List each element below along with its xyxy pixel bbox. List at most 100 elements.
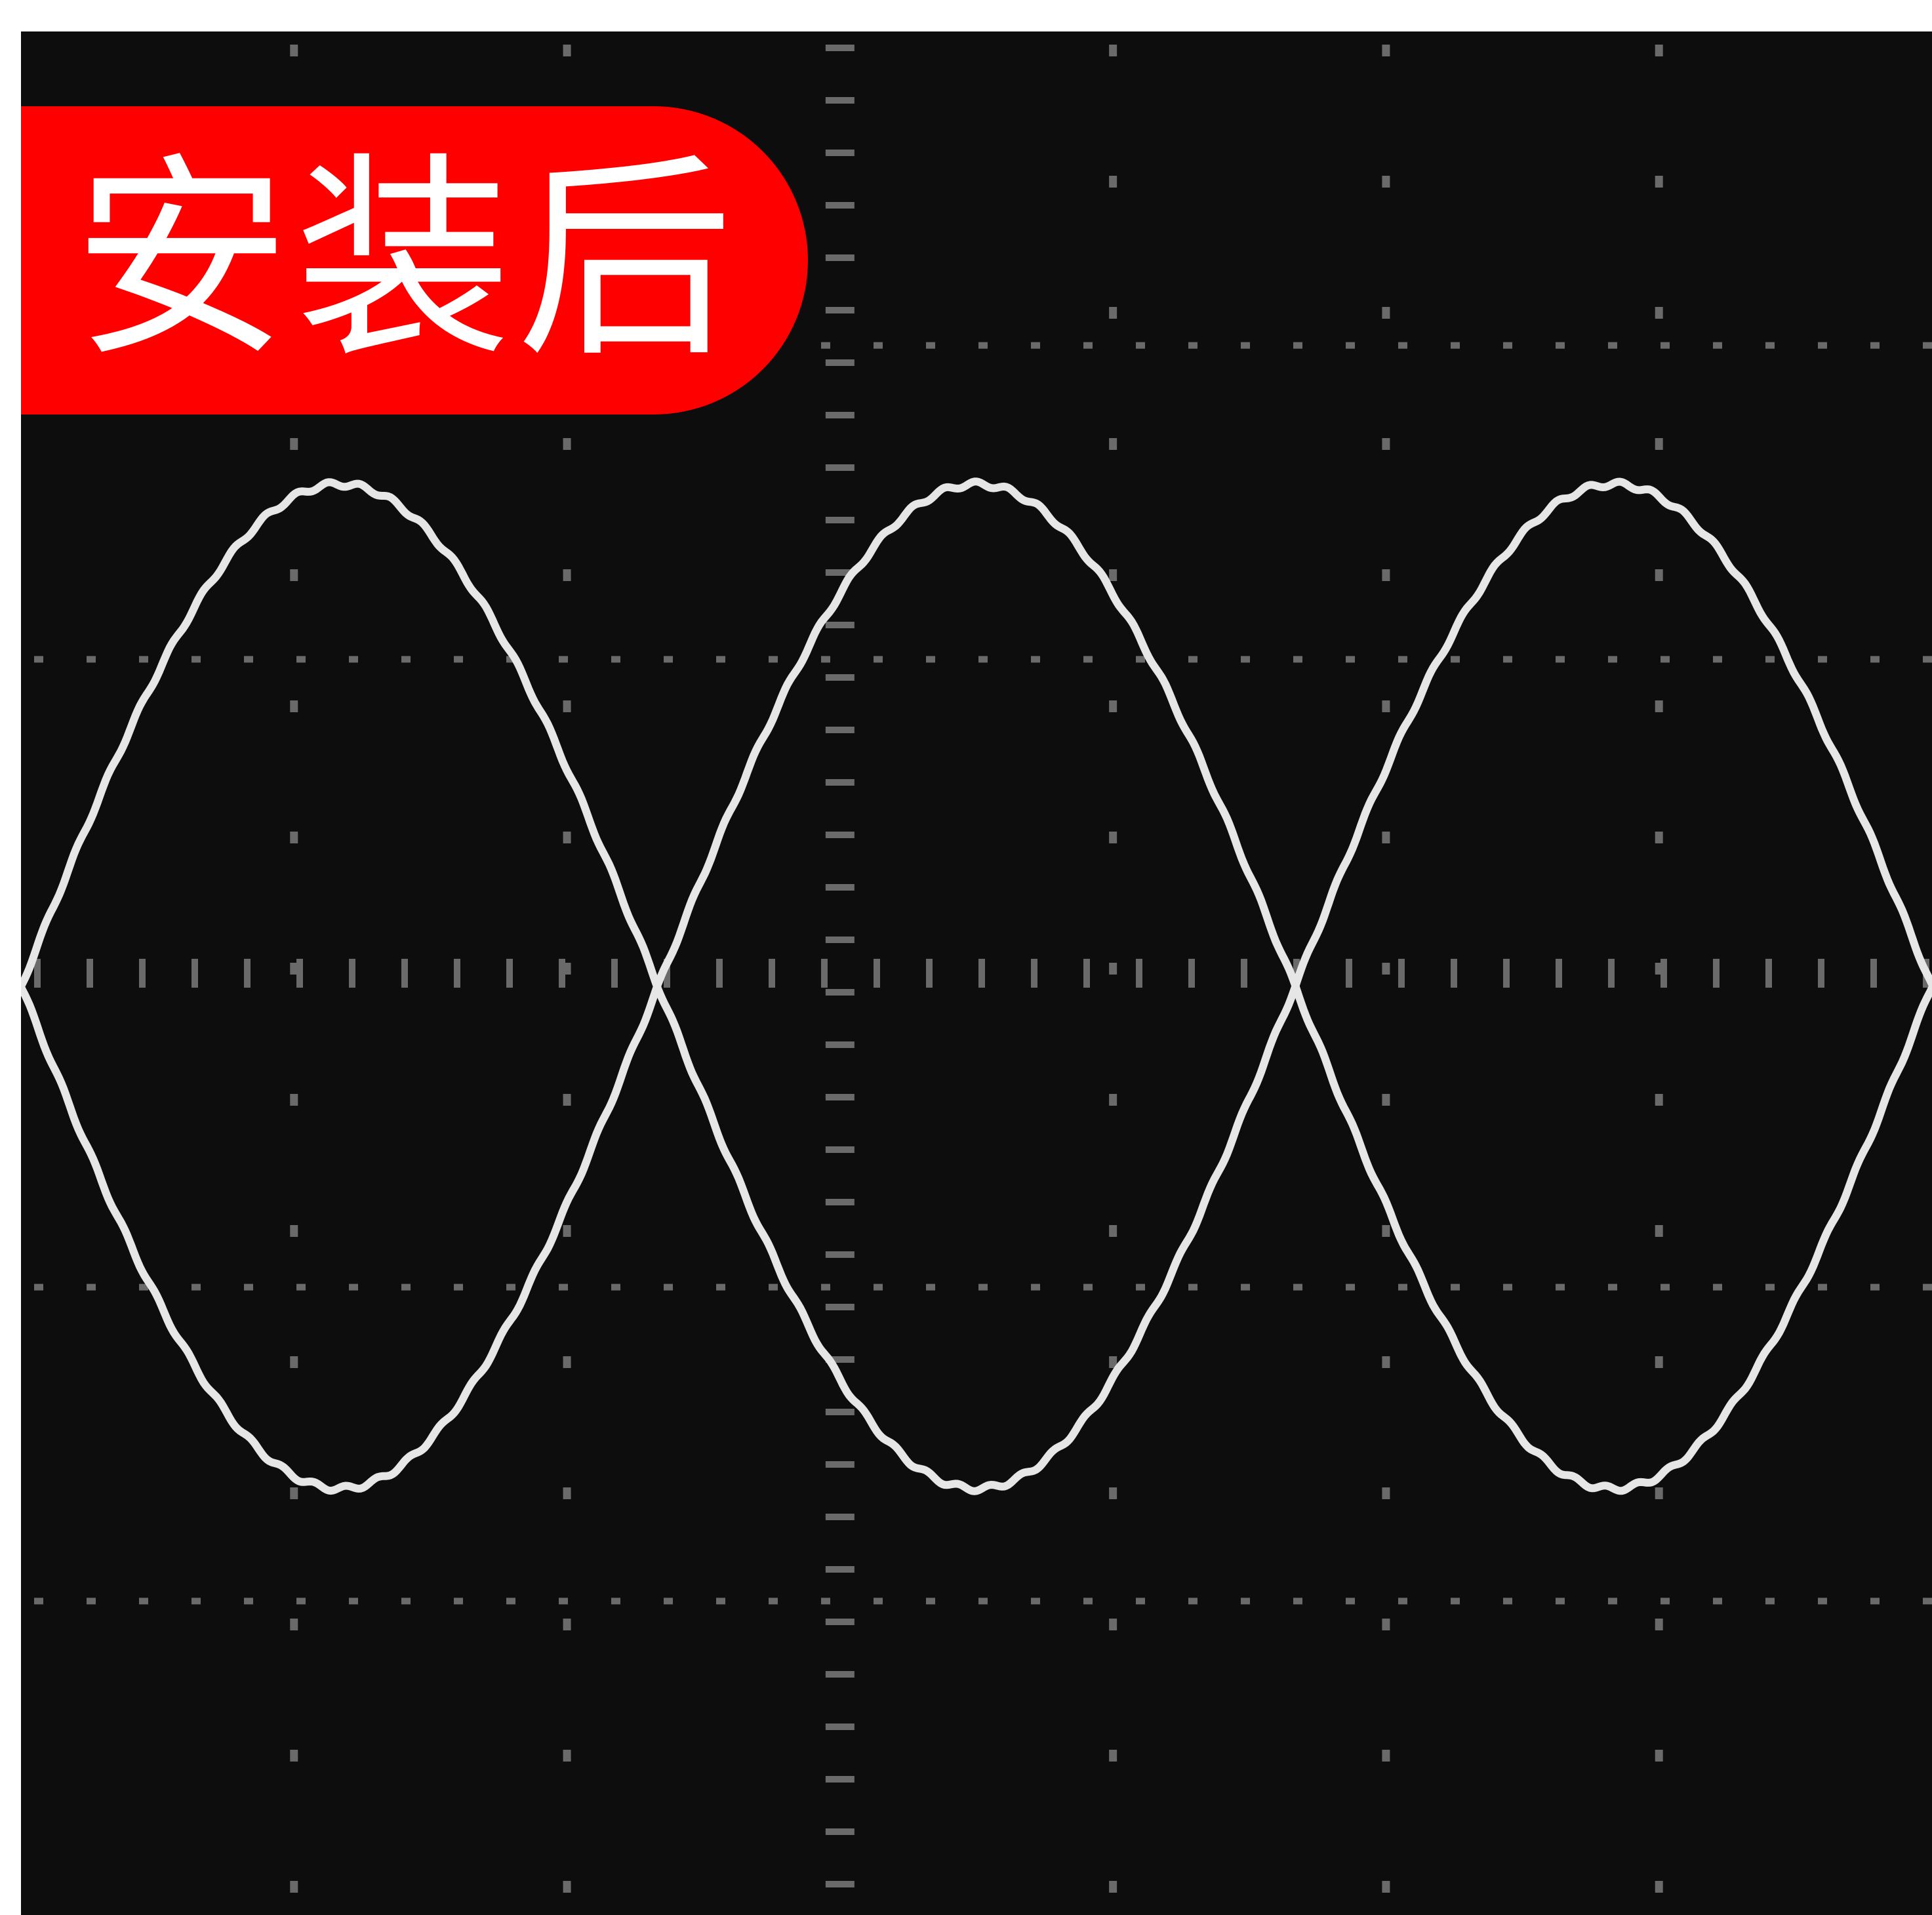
vertical-grid-dot [1109, 438, 1117, 450]
horizontal-grid-dot [1136, 656, 1145, 663]
center-vertical-grid-tick [825, 1251, 855, 1258]
center-vertical-grid-tick [825, 989, 855, 996]
horizontal-grid-dot [87, 1283, 96, 1291]
horizontal-grid-dot [1608, 342, 1617, 349]
horizontal-grid-dot [1503, 1283, 1512, 1291]
horizontal-grid-dot [34, 656, 43, 663]
center-horizontal-grid-tick [926, 959, 933, 988]
horizontal-grid-dot [1188, 342, 1197, 349]
vertical-grid-dot [1655, 1619, 1663, 1630]
vertical-grid-dot [563, 438, 571, 450]
center-horizontal-grid-tick [506, 959, 513, 988]
vertical-grid-dot [1382, 45, 1390, 56]
vertical-grid-dot [1109, 963, 1117, 975]
vertical-grid-dot [1655, 1225, 1663, 1237]
vertical-grid-dot [1109, 1356, 1117, 1368]
center-horizontal-grid-tick [1556, 959, 1562, 988]
center-horizontal-grid-tick [1765, 959, 1772, 988]
vertical-grid-dot [1382, 1225, 1390, 1237]
horizontal-grid-dot [1923, 656, 1932, 663]
center-vertical-grid-tick [825, 1356, 855, 1363]
horizontal-grid-dot [1713, 1598, 1722, 1605]
horizontal-grid-dot [769, 656, 778, 663]
center-vertical-grid-tick [825, 1094, 855, 1100]
center-horizontal-grid-tick [611, 959, 618, 988]
vertical-grid-dot [290, 963, 298, 975]
vertical-grid-dot [563, 1356, 571, 1368]
horizontal-grid-dot [1451, 342, 1460, 349]
vertical-grid-dot [1382, 176, 1390, 188]
vertical-grid-dot [290, 438, 298, 450]
horizontal-grid-dot [401, 1283, 411, 1291]
horizontal-grid-dot [87, 656, 96, 663]
vertical-grid-dot [563, 1225, 571, 1237]
horizontal-grid-dot [1136, 342, 1145, 349]
center-horizontal-grid-tick [191, 959, 198, 988]
vertical-grid-dot [1655, 569, 1663, 581]
waveforms [21, 477, 1932, 1495]
horizontal-grid-dot [34, 1598, 43, 1605]
horizontal-grid-dot [1503, 1598, 1512, 1605]
horizontal-grid-dot [1136, 1598, 1145, 1605]
center-vertical-grid-tick [825, 727, 855, 733]
horizontal-grid-dot [769, 1283, 778, 1291]
horizontal-grid-dot [1870, 656, 1880, 663]
center-vertical-grid-tick [825, 1776, 855, 1783]
horizontal-grid-dot [1818, 1283, 1827, 1291]
vertical-grid-dot [1655, 1487, 1663, 1499]
vertical-grid-dot [1655, 700, 1663, 712]
horizontal-grid-dot [1398, 656, 1407, 663]
center-vertical-grid-tick [825, 1199, 855, 1205]
horizontal-grid-dot [926, 1598, 935, 1605]
horizontal-grid-dot [1870, 342, 1880, 349]
center-horizontal-grid-tick [664, 959, 670, 988]
vertical-grid-dot [290, 1356, 298, 1368]
center-horizontal-grid-tick [1241, 959, 1247, 988]
sine-trace [21, 477, 1932, 1495]
vertical-grid-dot [563, 569, 571, 581]
center-vertical-grid-tick [825, 1146, 855, 1153]
horizontal-grid-dot [1608, 656, 1617, 663]
horizontal-grid-dot [454, 656, 463, 663]
horizontal-grid-dot [716, 1598, 725, 1605]
horizontal-grid-dot [1451, 1283, 1460, 1291]
horizontal-grid-dot [1136, 1283, 1145, 1291]
horizontal-grid-dot [296, 656, 306, 663]
vertical-grid-dot [1382, 963, 1390, 975]
vertical-grid-dot [1655, 1094, 1663, 1106]
horizontal-grid-dot [1503, 342, 1512, 349]
horizontal-grid-dot [1713, 1283, 1722, 1291]
center-horizontal-grid-tick [1870, 959, 1877, 988]
center-horizontal-grid-tick [559, 959, 565, 988]
vertical-grid-dot [1109, 45, 1117, 56]
horizontal-grid-dot [244, 1598, 253, 1605]
vertical-grid-dot [1655, 176, 1663, 188]
horizontal-grid-dot [454, 1598, 463, 1605]
center-vertical-grid-tick [825, 1671, 855, 1678]
center-vertical-grid-tick [825, 1041, 855, 1048]
center-vertical-grid-tick [825, 517, 855, 523]
horizontal-grid-dot [1608, 1598, 1617, 1605]
horizontal-grid-dot [1293, 342, 1302, 349]
horizontal-grid-dot [611, 1598, 620, 1605]
vertical-grid-dot [1109, 1750, 1117, 1762]
horizontal-grid-dot [874, 1598, 883, 1605]
horizontal-grid-dot [506, 1283, 515, 1291]
vertical-grid-dot [1382, 1881, 1390, 1893]
vertical-grid-dot [1109, 1487, 1117, 1499]
vertical-grid-dot [1382, 1750, 1390, 1762]
vertical-grid-dot [1109, 832, 1117, 843]
vertical-grid-dot [563, 1619, 571, 1630]
center-vertical-grid-tick [825, 1409, 855, 1415]
horizontal-grid-dot [1083, 656, 1093, 663]
vertical-grid-dot [290, 1487, 298, 1499]
horizontal-grid-dot [296, 1598, 306, 1605]
horizontal-grid-dot [454, 1283, 463, 1291]
horizontal-grid-dot [716, 1283, 725, 1291]
vertical-grid-dot [1382, 832, 1390, 843]
center-horizontal-grid-tick [139, 959, 146, 988]
vertical-grid-dot [1655, 45, 1663, 56]
center-horizontal-grid-tick [716, 959, 723, 988]
center-horizontal-grid-tick [1136, 959, 1142, 988]
horizontal-grid-dot [611, 1283, 620, 1291]
